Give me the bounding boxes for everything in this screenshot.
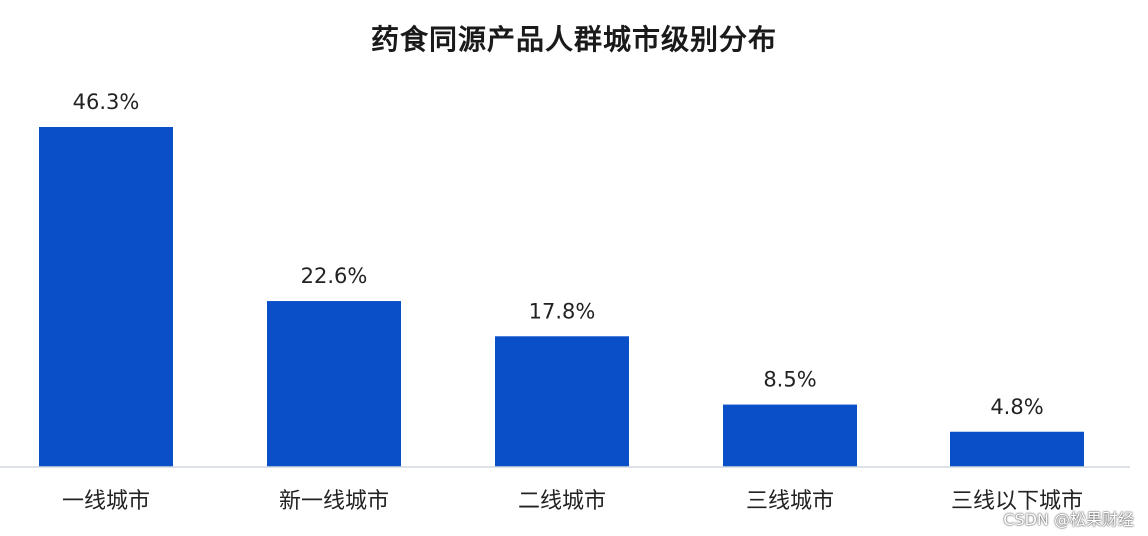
category-label-2: 新一线城市: [279, 489, 389, 514]
bar-2: [267, 301, 401, 467]
bar-3: [495, 336, 629, 467]
bar-5: [950, 431, 1084, 467]
bar-1: [39, 127, 173, 467]
watermark: CSDN @松果财经: [1003, 510, 1134, 529]
bar-value-label-1: 46.3%: [73, 90, 140, 114]
bar-value-label-2: 22.6%: [301, 264, 368, 288]
bar-4: [723, 404, 857, 467]
bar-value-label-3: 17.8%: [529, 299, 596, 323]
category-label-5: 三线以下城市: [951, 489, 1083, 514]
category-label-3: 二线城市: [518, 489, 606, 514]
category-label-4: 三线城市: [746, 489, 834, 514]
bar-value-label-4: 8.5%: [763, 368, 816, 392]
bars-layer: 46.3% 一线城市 22.6% 新一线城市 17.8% 二线城市 8.5% 三线城市 4.8%…: [39, 90, 1084, 514]
bar-value-label-5: 4.8%: [990, 395, 1043, 419]
chart-title: 药食同源产品人群城市级别分布: [370, 23, 777, 56]
category-label-1: 一线城市: [62, 489, 150, 514]
